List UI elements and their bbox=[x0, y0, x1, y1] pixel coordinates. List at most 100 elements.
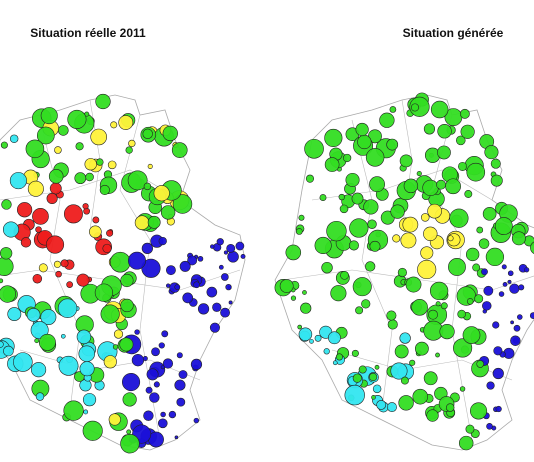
location-bubble bbox=[511, 231, 526, 246]
location-bubble bbox=[440, 302, 448, 310]
location-bubble bbox=[193, 281, 200, 289]
location-bubble bbox=[118, 115, 134, 130]
location-bubble bbox=[151, 347, 160, 357]
location-bubble bbox=[128, 139, 136, 148]
location-bubble bbox=[355, 306, 364, 315]
location-bubble bbox=[121, 372, 141, 392]
location-bubble bbox=[127, 170, 148, 191]
location-bubble bbox=[63, 400, 84, 421]
location-bubble bbox=[228, 300, 233, 305]
location-bubble bbox=[355, 122, 369, 137]
location-bubble bbox=[445, 403, 455, 412]
location-bubble bbox=[82, 393, 97, 407]
location-bubble bbox=[131, 354, 145, 367]
location-bubble bbox=[486, 422, 493, 430]
location-bubble bbox=[482, 301, 492, 311]
location-bubble bbox=[332, 360, 338, 366]
location-bubble bbox=[66, 281, 73, 288]
location-bubble bbox=[48, 169, 64, 184]
location-bubble bbox=[32, 207, 49, 225]
location-bubble bbox=[74, 172, 87, 185]
location-bubble bbox=[79, 361, 95, 377]
location-bubble bbox=[172, 194, 193, 214]
location-bubble bbox=[100, 304, 120, 324]
location-bubble bbox=[30, 321, 49, 340]
location-bubble bbox=[63, 204, 83, 224]
location-bubble bbox=[474, 294, 484, 304]
location-bubble bbox=[339, 204, 349, 214]
location-bubble bbox=[35, 392, 45, 401]
location-bubble bbox=[314, 334, 322, 342]
location-bubble bbox=[449, 208, 469, 228]
location-bubble bbox=[376, 399, 387, 410]
location-bubble bbox=[285, 244, 302, 261]
location-bubble bbox=[55, 270, 62, 278]
location-bubble bbox=[176, 352, 183, 359]
location-bubble bbox=[493, 346, 503, 356]
location-bubble bbox=[501, 264, 507, 270]
location-bubble bbox=[309, 339, 314, 344]
location-bubble bbox=[197, 303, 210, 315]
location-bubble bbox=[83, 409, 89, 415]
location-bubble bbox=[57, 298, 78, 318]
location-bubble bbox=[304, 138, 324, 159]
location-bubble bbox=[351, 192, 364, 205]
location-bubble bbox=[227, 251, 239, 263]
location-bubble bbox=[420, 213, 430, 222]
location-bubble bbox=[447, 235, 454, 242]
location-bubble bbox=[458, 161, 468, 171]
location-bubble bbox=[423, 123, 436, 135]
location-bubble bbox=[197, 255, 204, 262]
location-bubble bbox=[0, 247, 13, 260]
location-bubble bbox=[85, 172, 94, 182]
location-bubble bbox=[221, 273, 229, 281]
location-bubble bbox=[416, 170, 422, 177]
location-bubble bbox=[374, 364, 380, 370]
location-bubble bbox=[344, 384, 365, 406]
location-bubble bbox=[342, 153, 352, 163]
location-bubble bbox=[465, 247, 480, 262]
location-bubble bbox=[119, 337, 134, 352]
location-bubble bbox=[483, 285, 494, 296]
location-bubble bbox=[466, 298, 474, 305]
location-bubble bbox=[7, 307, 22, 322]
location-bubble bbox=[498, 291, 505, 297]
location-bubble bbox=[220, 307, 230, 318]
location-bubble bbox=[481, 268, 488, 276]
location-bubble bbox=[330, 285, 347, 302]
location-bubble bbox=[160, 411, 166, 418]
location-bubble bbox=[95, 93, 111, 110]
location-bubble bbox=[110, 251, 131, 273]
location-bubble bbox=[517, 314, 523, 320]
location-bubble bbox=[507, 279, 512, 284]
location-bubble bbox=[89, 225, 102, 239]
location-bubble bbox=[279, 279, 294, 293]
location-bubble bbox=[457, 309, 466, 319]
location-bubble bbox=[365, 148, 385, 167]
location-bubble bbox=[25, 139, 45, 159]
location-bubble bbox=[400, 376, 409, 385]
location-bubble bbox=[352, 373, 362, 383]
location-bubble bbox=[466, 162, 486, 182]
location-bubble bbox=[40, 107, 58, 125]
location-bubble bbox=[84, 158, 97, 171]
location-bubble bbox=[390, 362, 408, 380]
map-title: Situation générée bbox=[403, 26, 504, 40]
location-bubble bbox=[509, 283, 520, 294]
location-bubble bbox=[338, 193, 345, 201]
map-right bbox=[274, 92, 534, 451]
location-bubble bbox=[179, 260, 191, 272]
location-bubble bbox=[153, 185, 170, 202]
location-bubble bbox=[126, 429, 132, 435]
location-bubble bbox=[427, 203, 442, 219]
location-bubble bbox=[26, 308, 41, 322]
location-bubble bbox=[409, 359, 416, 366]
location-bubble bbox=[226, 243, 236, 253]
location-bubble bbox=[158, 342, 165, 349]
location-bubble bbox=[128, 251, 146, 270]
district-border bbox=[351, 119, 393, 411]
location-bubble bbox=[323, 348, 330, 355]
location-bubble bbox=[510, 320, 514, 325]
